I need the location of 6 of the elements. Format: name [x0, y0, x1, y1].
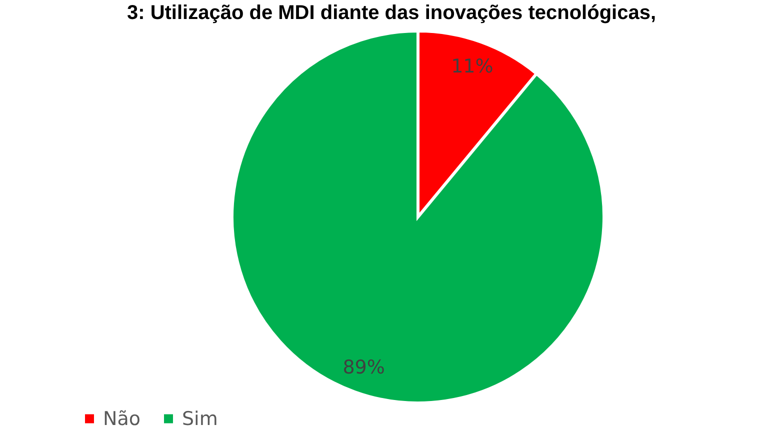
pie-slice: [230, 30, 606, 404]
data-label: 11%: [451, 55, 494, 78]
legend-label: Sim: [182, 408, 218, 430]
legend-label: Não: [103, 408, 140, 430]
data-label: 89%: [342, 356, 385, 379]
chart-title: 3: Utilização de MDI diante das inovações tecnológicas,: [126, 2, 656, 24]
